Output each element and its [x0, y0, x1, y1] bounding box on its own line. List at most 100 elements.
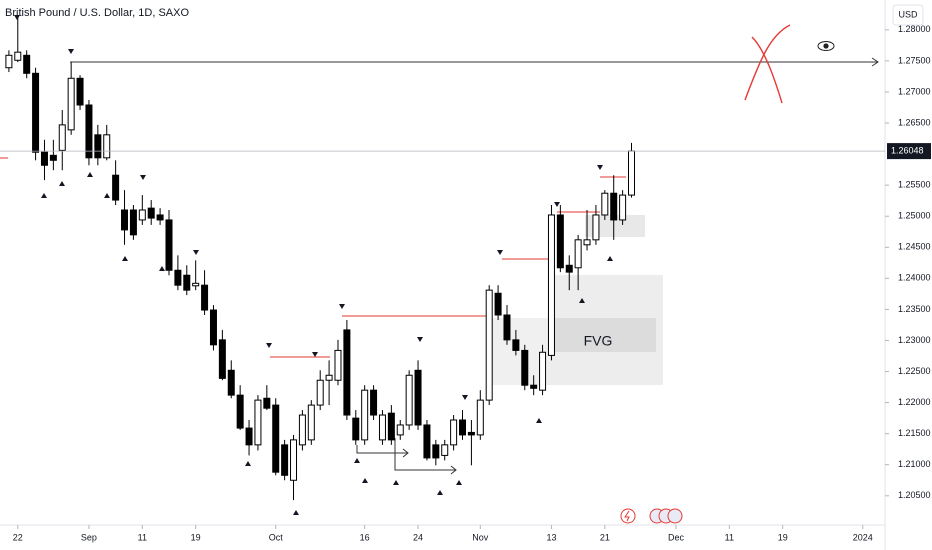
fractal-down	[312, 352, 318, 357]
fvg-label: FVG	[584, 333, 613, 349]
candle-body	[387, 412, 395, 441]
candle-body	[201, 284, 209, 311]
candle-body	[227, 369, 235, 396]
candle-body	[610, 192, 618, 221]
y-tick-label: 1.27000	[898, 86, 931, 96]
x-tick-label: Nov	[472, 532, 489, 542]
fvg-box	[548, 318, 656, 352]
candle-body	[343, 329, 351, 416]
event-icon[interactable]	[620, 508, 636, 524]
candle-body	[628, 150, 636, 196]
candle-body	[352, 417, 360, 441]
fractal-markers	[14, 15, 613, 515]
x-tick-label: Dec	[668, 532, 685, 542]
y-tick-label: 1.26500	[898, 117, 931, 127]
y-tick-label: 1.20500	[898, 490, 931, 500]
y-tick-label: 1.23000	[898, 335, 931, 345]
y-tick-label: 1.23500	[898, 304, 931, 314]
candle-body	[85, 104, 93, 159]
candle-body	[49, 154, 57, 161]
y-tick-label: 1.27500	[898, 55, 931, 65]
candle-body	[245, 427, 253, 446]
fractal-up	[456, 480, 462, 485]
candle-body	[370, 389, 378, 416]
fractal-down	[462, 395, 468, 400]
candle-body	[334, 349, 342, 381]
candle-body	[254, 399, 262, 446]
event-bolt	[624, 510, 630, 522]
candle-body	[601, 192, 609, 216]
candle-body	[147, 207, 155, 219]
event-icon[interactable]	[667, 508, 683, 524]
candle-body	[583, 239, 591, 246]
x-tick-label: 24	[413, 532, 423, 542]
candle-body	[494, 292, 502, 316]
candle-body	[405, 374, 413, 426]
candle-body	[76, 77, 84, 106]
fractal-up	[41, 193, 47, 198]
candle-body	[156, 214, 164, 221]
arrows	[70, 57, 879, 475]
candle-body	[121, 209, 129, 231]
x-tick-label: 2024	[853, 532, 873, 542]
candle-body	[619, 194, 627, 221]
candle-body	[592, 214, 600, 241]
candle-body	[530, 384, 538, 389]
arrow	[356, 445, 409, 458]
x-tick-label: 21	[600, 532, 610, 542]
candle-body	[432, 444, 440, 459]
candle-body	[378, 414, 386, 441]
candle-body	[459, 419, 467, 436]
candles	[5, 14, 636, 501]
eye-pupil	[823, 43, 829, 49]
fractal-down	[14, 15, 20, 20]
candle-body	[316, 379, 324, 406]
candle-body	[263, 397, 271, 409]
candle-body	[138, 209, 146, 221]
fractal-up	[536, 418, 542, 423]
candle-body	[521, 349, 529, 386]
x-tick-label: 13	[546, 532, 556, 542]
candle-body	[503, 314, 511, 341]
y-tick-label: 1.21500	[898, 428, 931, 438]
fractal-down	[339, 304, 345, 309]
x-tick-label: Oct	[269, 532, 284, 542]
y-tick-label: 1.22000	[898, 397, 931, 407]
fractal-down	[140, 175, 146, 180]
candle-body	[325, 374, 333, 381]
x-tick-label: 19	[778, 532, 788, 542]
zone-box	[585, 215, 645, 237]
currency-label[interactable]: USD	[898, 9, 918, 19]
y-tick-label: 1.21000	[898, 459, 931, 469]
y-tick-label: 1.22500	[898, 366, 931, 376]
candle-body	[5, 54, 13, 69]
candle-body	[58, 124, 66, 151]
candle-body	[307, 404, 315, 441]
x-tick-label: 19	[191, 532, 201, 542]
fractal-up	[245, 461, 251, 466]
candle-body	[290, 439, 298, 481]
candle-body	[512, 339, 520, 351]
fractal-up	[87, 172, 93, 177]
candle-body	[556, 214, 564, 269]
y-tick-label: 1.28000	[898, 24, 931, 34]
candle-body	[23, 54, 31, 74]
candle-body	[414, 369, 422, 426]
candle-body	[272, 404, 280, 473]
fractal-up	[362, 478, 368, 483]
candle-body	[209, 309, 217, 346]
fractal-down	[68, 49, 74, 54]
y-tick-label: 1.25000	[898, 211, 931, 221]
candle-body	[361, 389, 369, 441]
chart-title: British Pound / U.S. Dollar, 1D, SAXO	[5, 7, 189, 19]
fractal-down	[417, 337, 423, 342]
fractal-up	[393, 480, 399, 485]
candle-body	[14, 51, 22, 61]
candle-body	[218, 339, 226, 379]
currency-button[interactable]	[892, 4, 924, 26]
candle-body	[192, 282, 200, 287]
event-icons	[620, 508, 683, 524]
candle-body	[94, 134, 102, 159]
